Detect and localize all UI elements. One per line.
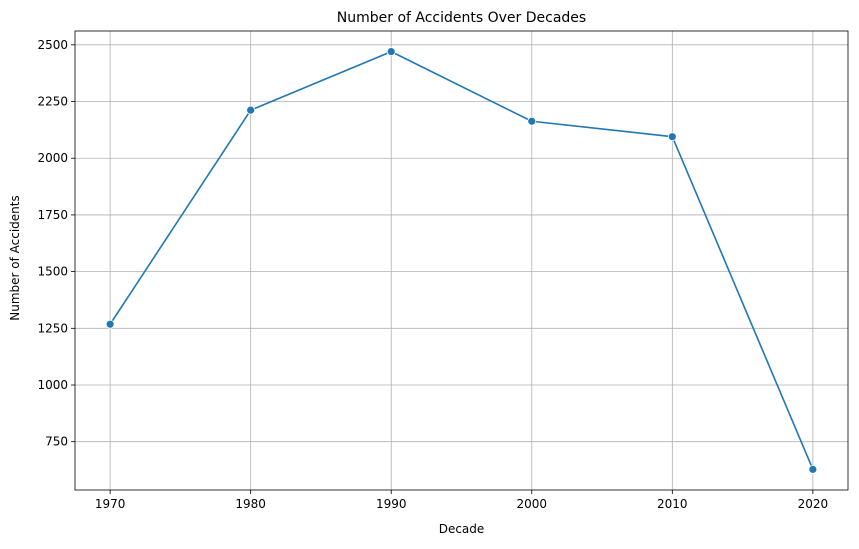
x-tick-label: 1990 <box>376 497 407 511</box>
x-axis-label: Decade <box>439 522 485 536</box>
y-tick-label: 1000 <box>37 378 68 392</box>
y-tick-label: 1250 <box>37 321 68 335</box>
x-tick-label: 2000 <box>516 497 547 511</box>
y-tick-label: 750 <box>45 435 68 449</box>
x-tick-label: 1980 <box>235 497 266 511</box>
y-tick-label: 2250 <box>37 95 68 109</box>
y-tick-label: 1500 <box>37 265 68 279</box>
y-tick-label: 2000 <box>37 151 68 165</box>
data-point <box>527 116 537 126</box>
y-axis-label: Number of Accidents <box>8 195 22 321</box>
x-tick-label: 2010 <box>657 497 688 511</box>
y-tick-label: 2500 <box>37 38 68 52</box>
series-layer <box>105 47 818 474</box>
tick-labels: 1970 1980 1990 2000 2010 2020 750 1000 1250 1500 1… <box>37 38 828 511</box>
data-point <box>105 319 115 329</box>
data-point <box>386 47 396 57</box>
data-point <box>808 464 818 474</box>
x-tick-label: 2020 <box>798 497 829 511</box>
plot-frame <box>74 30 849 491</box>
data-point <box>246 105 256 115</box>
axes <box>71 30 849 494</box>
series-line <box>109 50 814 470</box>
x-tick-label: 1970 <box>95 497 126 511</box>
grid <box>75 31 848 490</box>
y-tick-label: 1750 <box>37 208 68 222</box>
data-point <box>667 132 677 142</box>
chart-title: Number of Accidents Over Decades <box>337 10 586 26</box>
